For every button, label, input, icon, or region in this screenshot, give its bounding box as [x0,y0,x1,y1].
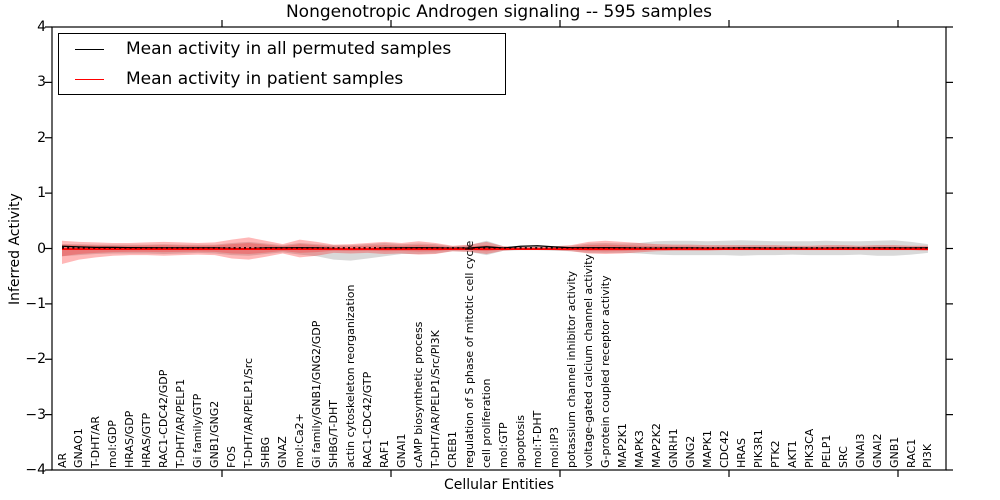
x-tick-label: mol:IP3 [547,426,561,468]
x-tick-label: G-protein coupled receptor activity [598,275,612,468]
y-tick-label: −2 [25,351,46,368]
x-tick-label: Gi family/GNB1/GNG2/GDP [310,320,324,468]
x-tick-label: SRC [836,446,850,468]
x-tick-label: T-DHT/AR/PELP1 [174,378,188,468]
x-tick-label: mol:Ca2+ [293,413,307,468]
y-tick-label: 0 [37,240,46,257]
patient-samples-std-band [62,237,928,265]
x-tick-label: cAMP biosynthetic process [412,321,426,468]
x-tick-label: PELP1 [819,434,833,468]
x-tick-label: regulation of S phase of mitotic cell cy… [463,240,477,468]
x-tick-label: MAP2K1 [615,423,629,468]
x-tick-label: PIK3R1 [751,429,765,468]
x-tick-label: SHBG/T-DHT [327,400,341,468]
x-tick-label: Gi family/GTP [191,393,205,468]
y-tick-label: −4 [25,462,46,478]
y-tick-label: 2 [37,129,46,146]
x-tick-label: GNRH1 [666,428,680,468]
x-tick-label: MAP2K2 [649,423,663,468]
x-tick-label: potassium channel inhibitor activity [564,270,578,468]
x-tick-label: GNAI1 [395,433,409,468]
x-tick-label: HRAS/GTP [140,412,154,468]
x-tick-label: GNB1/GNG2 [208,400,222,468]
x-tick-label: T-DHT/AR/PELP1/Src/PI3K [429,330,443,468]
x-tick-label: MAPK1 [700,430,714,468]
y-tick-label: −3 [25,406,46,423]
x-tick-label: mol:GDP [106,420,120,468]
x-tick-label: SHBG [259,436,273,468]
x-tick-label: GNB1 [887,436,901,468]
x-tick-label: CREB1 [446,431,460,468]
x-tick-label: AR [55,452,69,468]
legend-label-patient: Mean activity in patient samples [126,69,404,89]
x-tick-label: cell proliferation [480,378,493,468]
legend-item-patient: Mean activity in patient samples [75,67,505,91]
legend: Mean activity in all permuted samples Me… [58,33,506,95]
x-tick-label: GNG2 [683,435,697,468]
permuted-samples-std-band [62,240,928,261]
x-tick-label: GNAI2 [870,433,884,468]
x-tick-label: RAC1-CDC42/GTP [361,371,375,468]
patient-line-sample-icon [75,78,104,80]
x-tick-label: RAC1 [904,438,918,468]
x-tick-label: RAF1 [378,439,392,468]
x-tick-label: T-DHT/AR [89,415,103,468]
x-tick-label: FOS [225,446,239,468]
x-tick-label: PI3K [921,443,935,468]
x-tick-label: apoptosis [513,415,527,468]
x-tick-label: AKT1 [785,440,799,468]
x-tick-label: GNAI3 [853,433,867,468]
x-tick-label: MAPK3 [632,430,646,468]
chart-title: Nongenotropic Androgen signaling -- 595 … [285,2,713,22]
x-tick-label: PIK3CA [802,428,816,468]
x-tick-label: mol:T-DHT [530,410,544,468]
x-tick-label: PTK2 [768,440,782,468]
legend-item-permuted: Mean activity in all permuted samples [75,37,505,61]
x-tick-label: voltage-gated calcium channel activity [581,253,595,468]
x-tick-label: HRAS/GDP [123,410,137,468]
y-tick-label: 4 [37,19,46,35]
y-tick-label: 1 [37,185,46,202]
x-tick-label: HRAS [734,438,748,468]
x-tick-label: GNAZ [276,436,290,468]
x-axis-label: Cellular Entities [443,477,555,493]
x-tick-label: GNAO1 [72,428,86,468]
y-tick-label: −1 [25,295,46,312]
x-tick-label: CDC42 [717,430,731,468]
y-tick-label: 3 [37,74,46,91]
legend-label-permuted: Mean activity in all permuted samples [126,39,452,59]
x-tick-label: mol:GTP [496,422,510,468]
permuted-line-sample-icon [75,48,104,50]
x-tick-label: RAC1-CDC42/GDP [157,369,171,468]
x-tick-label: actin cytoskeleton reorganization [344,284,358,468]
x-tick-label: T-DHT/AR/PELP1/Src [242,357,256,468]
